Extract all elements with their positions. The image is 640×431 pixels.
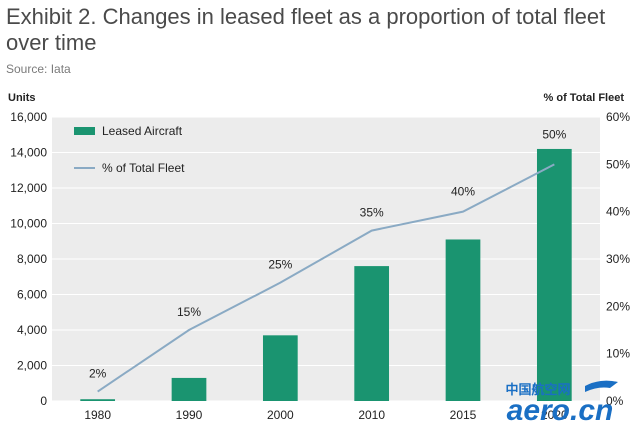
watermark-en-text: aero.cn (507, 394, 614, 427)
x-tick-label: 2015 (450, 408, 477, 422)
y-left-tick-label: 16,000 (10, 110, 47, 124)
legend-label-leased-aircraft: Leased Aircraft (102, 124, 183, 138)
y-right-tick-label: 60% (606, 110, 630, 124)
x-tick-label: 2010 (358, 408, 385, 422)
watermark-cn-text: 中国航空网 (505, 382, 570, 397)
line-pct-total-fleet (97, 163, 555, 393)
y-right-axis-title: % of Total Fleet (544, 92, 625, 104)
data-label: 50% (542, 127, 566, 141)
y-right-tick-label: 50% (606, 157, 630, 171)
data-label: 2% (89, 367, 107, 381)
y-right-tick-label: 40% (606, 205, 630, 219)
y-right-tick-label: 10% (606, 347, 630, 361)
y-right-tick-label: 20% (606, 299, 630, 313)
airplane-icon (585, 380, 618, 392)
bar-leased-aircraft (445, 239, 481, 401)
y-left-tick-label: 12,000 (10, 181, 47, 195)
data-label: 35% (360, 206, 384, 220)
y-left-tick-label: 2,000 (17, 359, 47, 373)
y-right-tick-label: 30% (606, 252, 630, 266)
bar-leased-aircraft (354, 266, 390, 401)
x-tick-label: 1990 (176, 408, 203, 422)
x-tick-label: 2020 (541, 408, 568, 422)
y-left-tick-label: 6,000 (17, 288, 47, 302)
y-left-axis-title: Units (8, 92, 36, 104)
chart-source: Source: Iata (6, 62, 71, 76)
y-right-tick-label: 0% (606, 394, 624, 408)
bar-leased-aircraft (171, 377, 207, 401)
y-left-tick-label: 4,000 (17, 323, 47, 337)
y-left-tick-label: 10,000 (10, 217, 47, 231)
data-label: 25% (268, 258, 292, 272)
y-left-tick-label: 14,000 (10, 146, 47, 160)
y-left-tick-label: 8,000 (17, 252, 47, 266)
x-tick-label: 1980 (84, 408, 111, 422)
bar-leased-aircraft (262, 335, 298, 401)
chart-title: Exhibit 2. Changes in leased fleet as a … (6, 4, 606, 55)
bar-leased-aircraft (536, 148, 572, 401)
bar-leased-aircraft (80, 399, 116, 401)
data-label: 15% (177, 305, 201, 319)
legend-label-pct-total-fleet: % of Total Fleet (102, 161, 185, 175)
legend-swatch-leased-aircraft (74, 127, 95, 135)
data-label: 40% (451, 185, 475, 199)
x-tick-label: 2000 (267, 408, 294, 422)
y-left-tick-label: 0 (40, 394, 47, 408)
